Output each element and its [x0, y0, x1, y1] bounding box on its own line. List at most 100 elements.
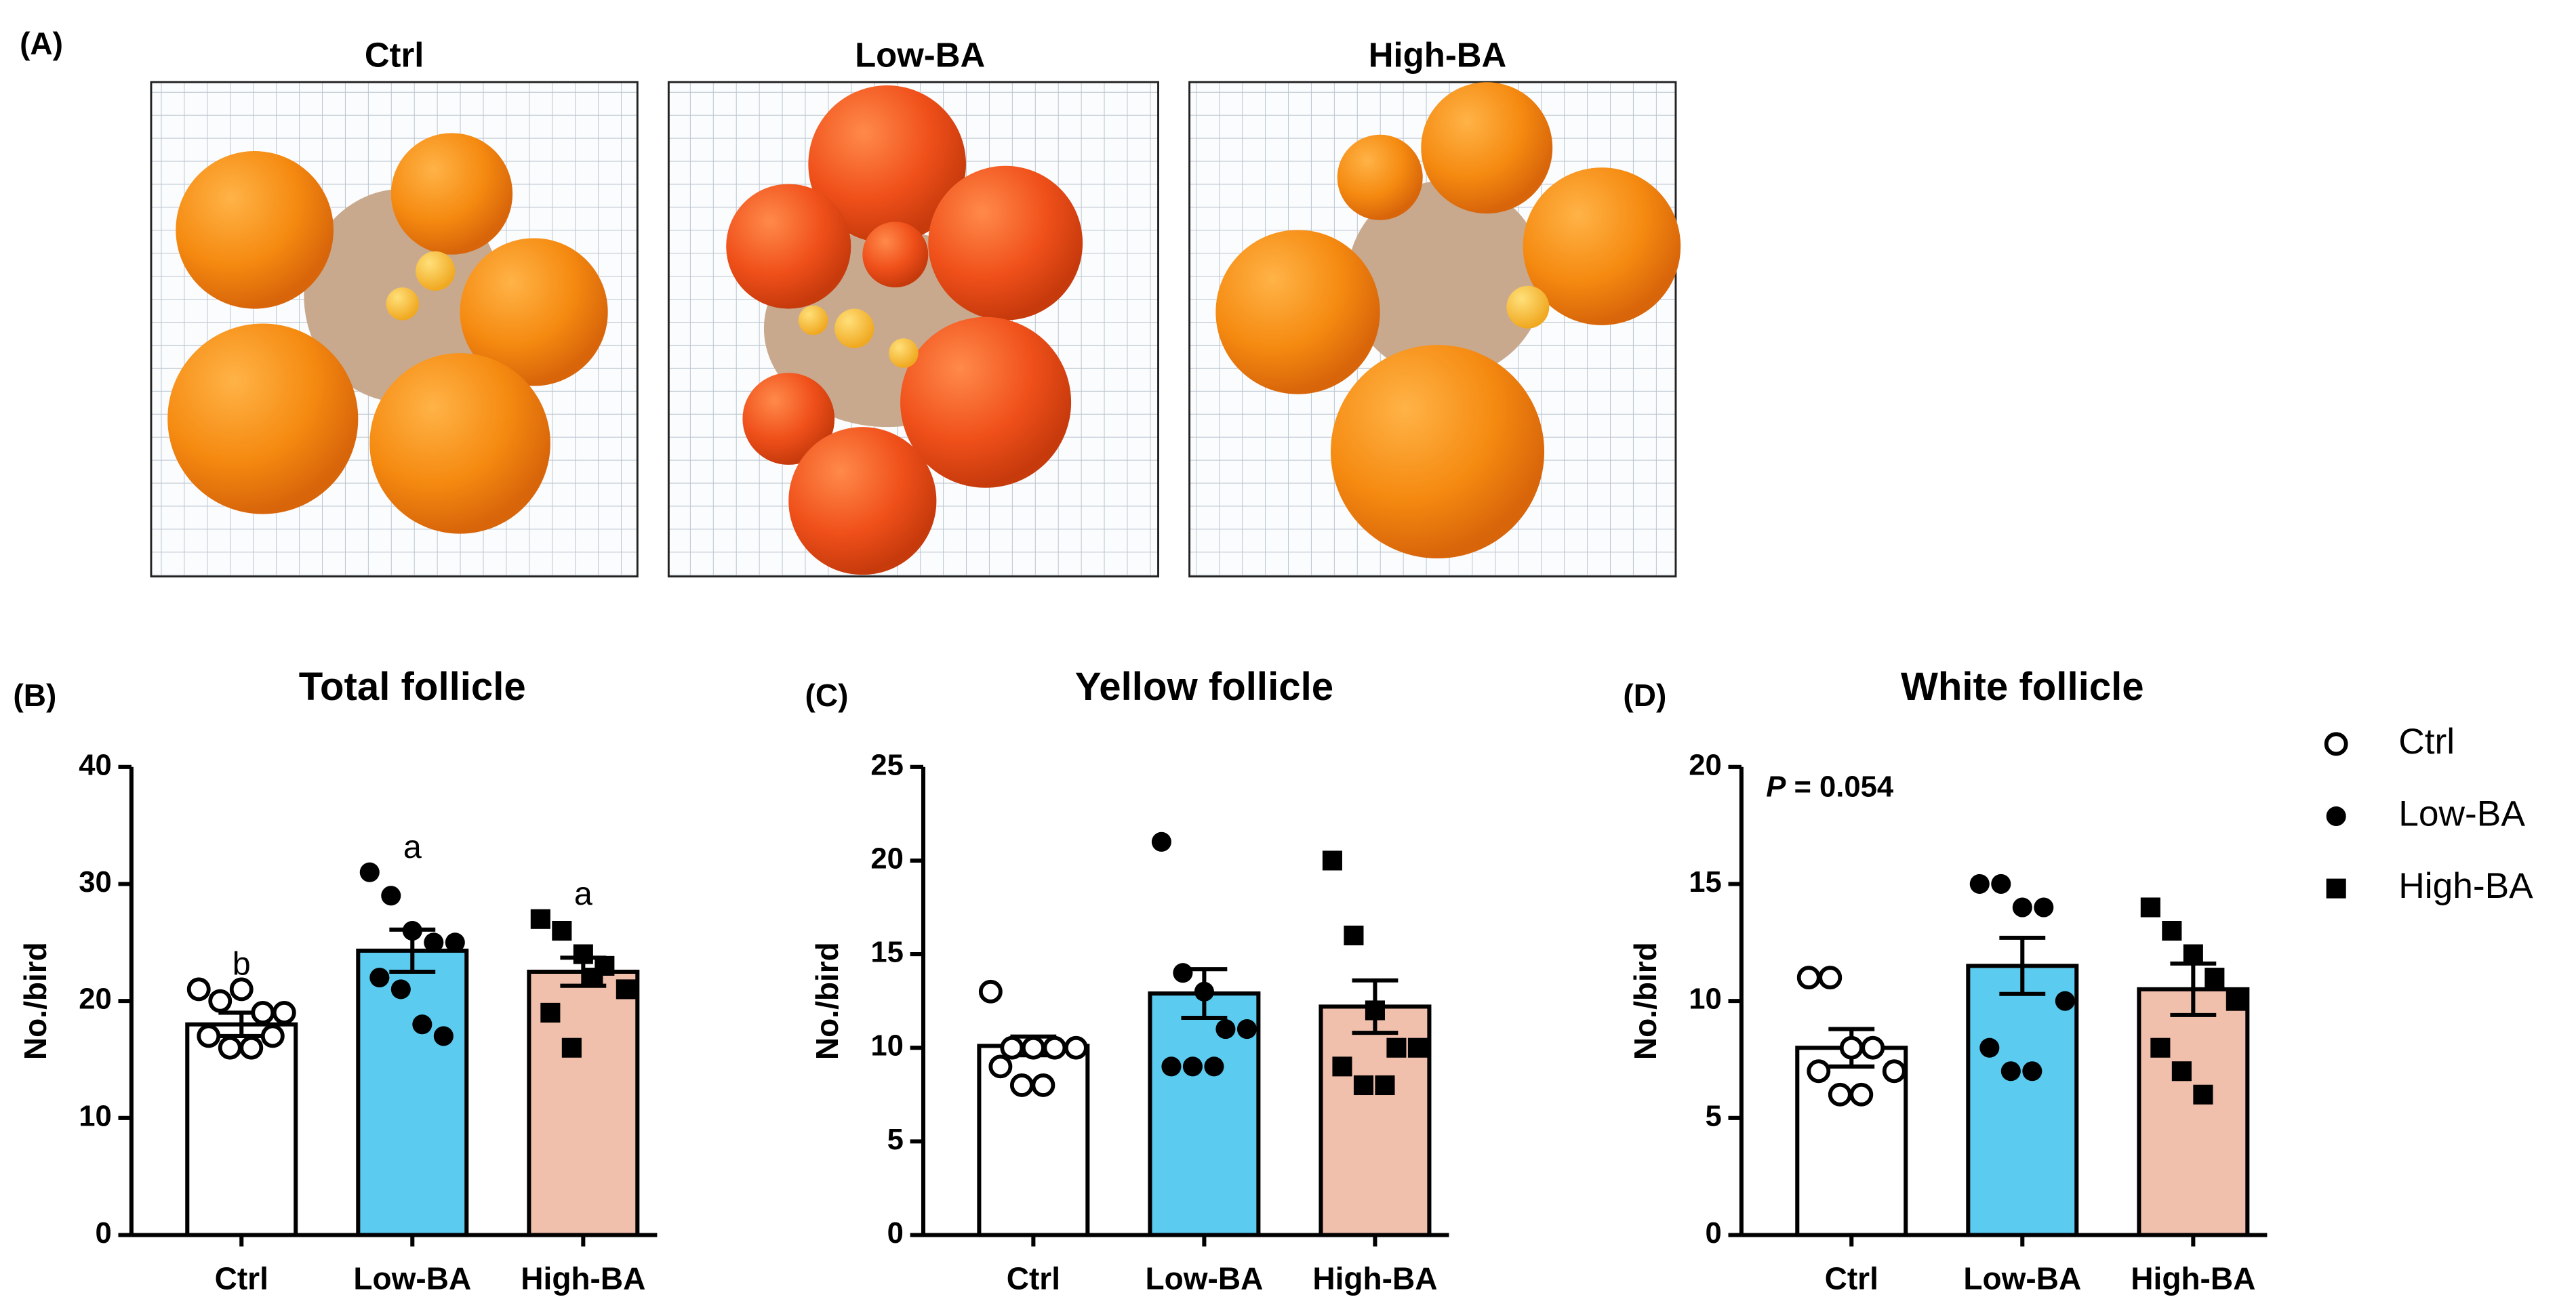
data-point [412, 1014, 432, 1035]
y-tick-label: 25 [870, 749, 904, 781]
data-point [540, 1002, 561, 1023]
data-point [424, 932, 444, 953]
data-point [1849, 1082, 1874, 1107]
data-point [2193, 1084, 2213, 1105]
data-point [552, 920, 572, 941]
photo [1188, 81, 1681, 578]
y-tick-label: 10 [1689, 983, 1722, 1016]
data-point [1344, 925, 1364, 945]
annotation-text: = 0.054 [1794, 770, 1893, 803]
y-tick-label: 0 [96, 1217, 112, 1250]
data-point [2140, 897, 2160, 918]
bar [185, 1022, 298, 1237]
photo-title: Ctrl [365, 35, 424, 74]
data-point [1031, 1073, 1055, 1097]
data-point [1151, 831, 1171, 852]
data-point [1236, 1019, 1257, 1040]
data-point [1969, 873, 1990, 895]
data-point [402, 920, 422, 941]
y-tick-label: 20 [870, 842, 904, 875]
panel-label: (B) [13, 678, 56, 713]
data-point [2162, 920, 2182, 941]
data-point [2150, 1037, 2171, 1058]
bar [356, 948, 469, 1237]
panel-label: (C) [805, 678, 849, 713]
data-point [1000, 1035, 1024, 1060]
data-point [2183, 944, 2203, 964]
data-point [218, 1035, 242, 1060]
data-point [1818, 966, 1843, 990]
data-point [573, 944, 593, 964]
data-point [1204, 1056, 1224, 1077]
panel-label: (A) [20, 26, 63, 61]
y-axis-label: No./bird [18, 942, 53, 1060]
x-tick-label: Low-BA [1145, 1260, 1263, 1296]
significance-letter: a [574, 876, 592, 912]
photo [667, 81, 1160, 578]
data-point [1991, 873, 2011, 895]
data-point [1386, 1037, 1407, 1058]
x-tick-label: High-BA [1312, 1260, 1437, 1296]
significance-letter: a [403, 829, 422, 865]
x-tick-label: Ctrl [1007, 1260, 1060, 1296]
y-tick-label: 5 [1706, 1100, 1722, 1132]
photo-title: Low-BA [855, 35, 985, 74]
x-tick-label: High-BA [521, 1260, 645, 1296]
data-point [1807, 1059, 1831, 1084]
y-tick-label: 15 [1689, 866, 1722, 899]
photo [150, 81, 639, 578]
data-point [1322, 850, 1342, 871]
data-point [369, 968, 390, 988]
data-point [1353, 1075, 1374, 1096]
data-point [390, 979, 411, 1000]
chart-title: Yellow follicle [1075, 665, 1333, 709]
data-point [1839, 1035, 1864, 1060]
data-point [251, 1000, 275, 1025]
data-point [272, 1000, 296, 1025]
data-point [2171, 1061, 2192, 1082]
data-point [616, 979, 636, 1000]
y-tick-label: 30 [79, 866, 112, 899]
data-point [978, 979, 1003, 1004]
legend-marker [2324, 732, 2348, 756]
significance-letter: b [233, 946, 251, 983]
y-tick-label: 40 [79, 749, 112, 781]
bar [2137, 987, 2250, 1237]
data-point [2034, 897, 2054, 918]
chart-title: Total follicle [299, 665, 526, 709]
x-tick-label: High-BA [2131, 1260, 2255, 1296]
data-point [445, 932, 465, 953]
legend-marker [2326, 878, 2346, 899]
data-point [1009, 1073, 1034, 1097]
data-point [2226, 991, 2246, 1011]
data-point [1861, 1035, 1885, 1060]
data-point [1332, 1056, 1352, 1077]
data-point [1979, 1037, 2000, 1058]
chart-title: White follicle [1901, 665, 2144, 709]
data-point [561, 1037, 582, 1058]
data-point [381, 886, 401, 906]
y-tick-label: 10 [79, 1100, 112, 1132]
data-point [433, 1026, 454, 1046]
y-axis-label: No./bird [1628, 942, 1663, 1060]
data-point [1064, 1035, 1088, 1060]
data-point [1215, 1019, 1236, 1040]
data-point [229, 977, 254, 1002]
data-point [197, 1024, 221, 1048]
data-point [2205, 968, 2225, 988]
x-tick-label: Low-BA [1963, 1260, 2081, 1296]
data-point [583, 968, 603, 988]
data-point [1182, 1056, 1203, 1077]
data-point [1375, 1075, 1395, 1096]
legend-label: Ctrl [2398, 722, 2455, 762]
x-tick-label: Low-BA [353, 1260, 471, 1296]
data-point [186, 977, 211, 1002]
data-point [1365, 1000, 1385, 1021]
data-point [2012, 897, 2032, 918]
legend-marker [2326, 806, 2346, 827]
data-point [2000, 1061, 2021, 1082]
data-point [530, 909, 550, 929]
data-point [239, 1035, 264, 1060]
